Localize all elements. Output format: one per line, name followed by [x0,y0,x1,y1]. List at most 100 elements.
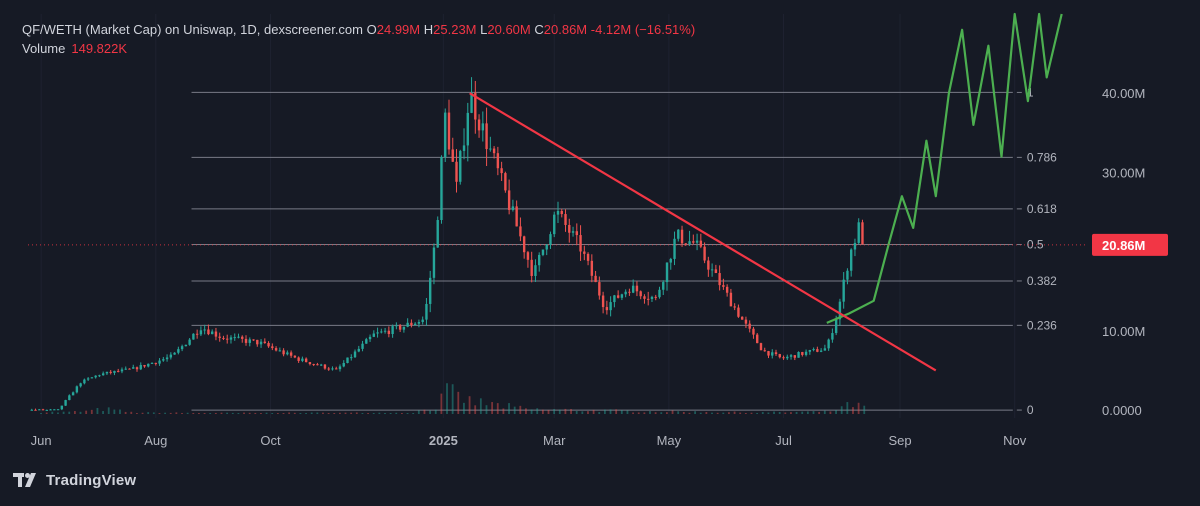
candle-body [714,269,718,274]
candle-body [680,229,684,244]
candle-body [613,295,616,303]
candle-body [113,370,116,373]
candle-body [350,357,353,359]
volume-bar [102,411,104,414]
candle-body [838,301,842,320]
candle-body [654,296,657,298]
candle-body [500,168,503,174]
candle-body [842,279,845,302]
volume-bar [705,412,708,414]
volume-bar [677,411,680,414]
volume-bar [479,398,482,414]
candle-body [124,368,127,370]
y-axis-tick-label: 10.00M [1102,324,1145,339]
candle-body [335,368,338,370]
trendline[interactable] [469,92,937,372]
candle-body [188,339,191,345]
volume-bar [265,412,268,414]
candle-body [45,409,48,411]
candle-body [774,352,778,355]
candle-body [846,270,849,280]
volume-bar [181,413,183,414]
volume-bar [716,412,719,414]
footer-bar [0,458,1200,501]
candle-body [383,330,387,332]
candle-body [677,229,680,239]
candle-body [812,349,815,351]
volume-bar [260,413,262,414]
volume-bar [169,412,172,414]
volume-bar [801,411,804,414]
candle-body [226,338,229,340]
candle-body [752,328,755,335]
candle-body [759,343,763,351]
candle-body [740,316,744,320]
candle-body [771,352,774,356]
candle-body [417,322,421,324]
volume-bar [355,412,358,414]
volume-bar [637,412,640,414]
volume-bar [147,412,150,414]
candle-body [703,246,706,261]
candle-body [583,251,586,254]
candle-body [470,92,473,113]
volume-bar [316,412,319,414]
x-axis-tick-label: Aug [144,433,167,448]
volume-value: 149.822K [71,41,128,56]
volume-bar [158,413,161,414]
candle-body [413,323,417,326]
candle-body [432,247,436,278]
fib-level-label: 0 [1027,403,1034,417]
candle-body [462,145,466,151]
volume-bar [62,411,65,414]
volume-bar [587,411,589,414]
candle-body [560,210,563,215]
candle-body [218,336,221,338]
volume-bar [643,412,646,414]
volume-bar [835,410,837,414]
volume-bar [666,412,668,414]
fibonacci-retracement: 0 0.236 0.382 0.5 0.618 0.786 1 [191,85,1057,417]
candle-body [466,112,469,146]
candle-body [609,302,612,311]
candle-body [459,150,462,182]
volume-bar [502,408,505,414]
candle-body [210,331,214,335]
tradingview-logo[interactable]: TradingView [12,470,136,490]
candle-body [132,367,135,369]
candle-body [90,377,94,379]
candle-body [147,363,150,367]
volume-bar [192,412,195,414]
tradingview-logo-icon [13,473,36,487]
candle-body [507,190,511,210]
candle-body [853,242,857,250]
volume-bar [276,413,279,414]
candle-body [549,234,552,245]
volume-bar [609,409,612,414]
volume-bar [513,406,516,414]
candle-body [515,206,518,227]
legend-header: QF/WETH (Market Cap) on Uniswap, 1D, dex… [22,22,695,37]
trendline-layer [28,92,1088,372]
candle-body [575,231,578,236]
candle-body [173,352,176,355]
volume-bar [231,412,234,414]
candle-body [605,307,609,311]
candle-body [658,289,661,298]
candle-body [477,119,481,131]
volume-bar [361,413,364,414]
volume-bar [310,412,313,414]
volume-bar [581,411,584,414]
candle-body [154,362,158,364]
volume-bar [423,409,426,414]
candle-body [117,370,120,372]
candle-body [139,365,142,370]
volume-bar [575,410,578,414]
x-axis-tick-label: Mar [543,433,566,448]
volume-bar [96,407,99,414]
candle-body [406,322,409,327]
volume-bar [175,412,178,414]
x-axis-tick-label: Oct [260,433,281,448]
